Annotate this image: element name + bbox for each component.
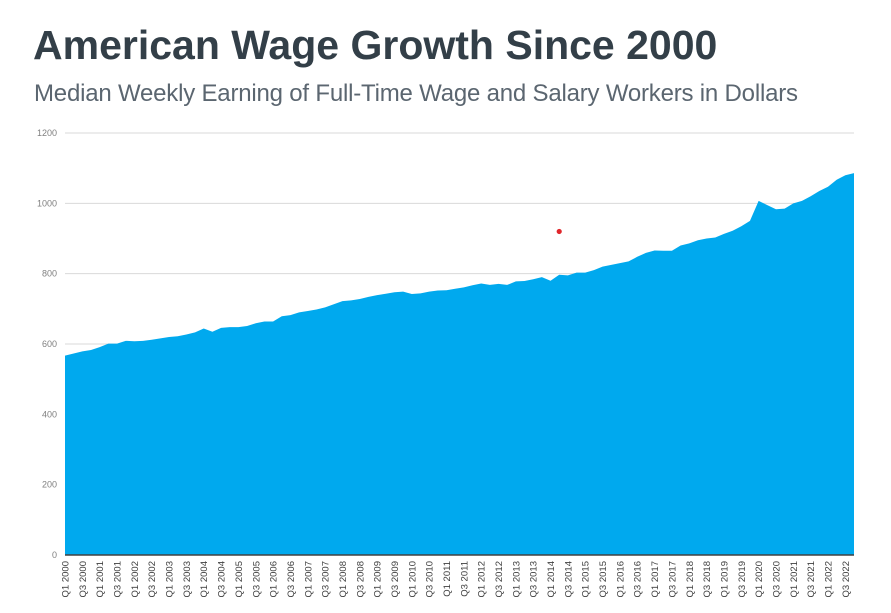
- y-tick-label: 600: [42, 339, 57, 349]
- x-tick-label: Q3 2014: [563, 561, 574, 597]
- x-tick-label: Q1 2010: [407, 561, 418, 597]
- x-tick-label: Q3 2001: [113, 561, 124, 597]
- y-tick-label: 800: [42, 269, 57, 279]
- x-tick-label: Q1 2016: [615, 561, 626, 597]
- x-tick-label: Q3 2007: [321, 561, 332, 597]
- wage-area: [65, 173, 854, 555]
- x-tick-label: Q1 2009: [373, 561, 384, 597]
- y-tick-label: 0: [52, 550, 57, 560]
- x-tick-label: Q3 2015: [598, 561, 609, 597]
- y-tick-label: 200: [42, 480, 57, 490]
- x-tick-label: Q1 2022: [823, 561, 834, 597]
- x-tick-label: Q1 2020: [754, 561, 765, 597]
- x-tick-label: Q3 2008: [355, 561, 366, 597]
- x-axis-ticks: Q1 2000 Q3 2000 Q1 2001 Q3 2001 Q1 2002 Q3 20…: [61, 561, 852, 597]
- chart-subtitle: Median Weekly Earning of Full-Time Wage …: [34, 80, 798, 107]
- x-tick-label: Q3 2011: [459, 561, 470, 597]
- x-tick-label: Q1 2019: [719, 561, 730, 597]
- x-tick-label: Q1 2011: [442, 561, 453, 597]
- y-tick-label: 400: [42, 409, 57, 419]
- x-tick-label: Q1 2013: [511, 561, 522, 597]
- x-tick-label: Q3 2022: [841, 561, 852, 597]
- x-tick-label: Q3 2010: [425, 561, 436, 597]
- x-tick-label: Q1 2021: [789, 561, 800, 597]
- x-tick-label: Q1 2008: [338, 561, 349, 597]
- y-tick-label: 1200: [37, 128, 57, 138]
- x-tick-label: Q3 2009: [390, 561, 401, 597]
- y-axis-ticks: 0 200 400 600 800 1000 1200: [37, 128, 57, 560]
- annotation-dot: [556, 228, 562, 235]
- x-tick-label: Q3 2002: [147, 561, 158, 597]
- x-tick-label: Q1 2003: [165, 561, 176, 597]
- x-tick-label: Q1 2018: [685, 561, 696, 597]
- x-tick-label: Q3 2021: [806, 561, 817, 597]
- x-tick-label: Q3 2005: [251, 561, 262, 597]
- annotations: [556, 228, 562, 235]
- x-tick-label: Q3 2016: [633, 561, 644, 597]
- x-tick-label: Q3 2019: [737, 561, 748, 597]
- x-tick-label: Q1 2002: [130, 561, 141, 597]
- x-tick-label: Q3 2006: [286, 561, 297, 597]
- x-tick-label: Q1 2015: [581, 561, 592, 597]
- x-tick-label: Q1 2000: [61, 561, 72, 597]
- x-tick-label: Q3 2004: [217, 561, 228, 597]
- x-tick-label: Q3 2003: [182, 561, 193, 597]
- x-tick-label: Q1 2001: [95, 561, 106, 597]
- x-tick-label: Q1 2012: [477, 561, 488, 597]
- x-tick-label: Q1 2006: [269, 561, 280, 597]
- chart-title: American Wage Growth Since 2000: [33, 22, 718, 68]
- x-tick-label: Q1 2014: [546, 561, 557, 597]
- x-tick-label: Q1 2017: [650, 561, 661, 597]
- x-tick-label: Q3 2018: [702, 561, 713, 597]
- x-tick-label: Q3 2013: [529, 561, 540, 597]
- x-tick-label: Q3 2017: [667, 561, 678, 597]
- x-tick-label: Q1 2004: [199, 561, 210, 597]
- x-tick-label: Q3 2020: [771, 561, 782, 597]
- x-tick-label: Q1 2005: [234, 561, 245, 597]
- x-tick-label: Q1 2007: [303, 561, 314, 597]
- x-tick-label: Q3 2012: [494, 561, 505, 597]
- x-tick-label: Q3 2000: [78, 561, 89, 597]
- y-tick-label: 1000: [37, 198, 57, 208]
